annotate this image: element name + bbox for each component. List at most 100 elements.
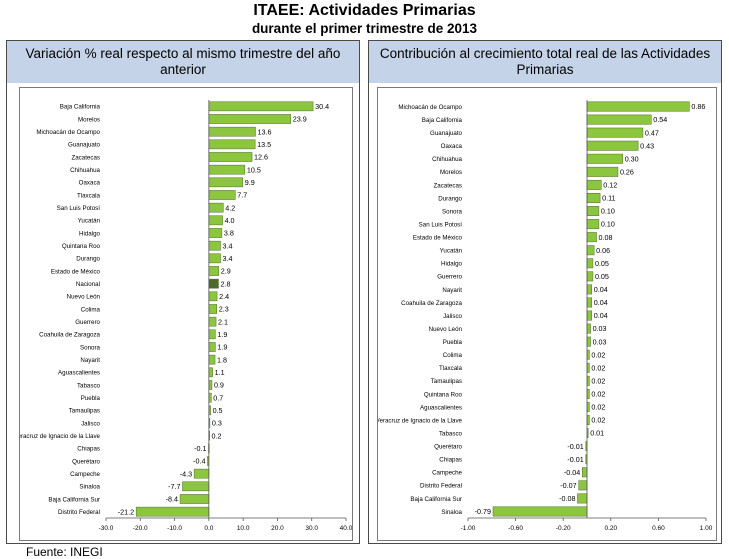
category-label: Estado de México (413, 235, 463, 242)
data-label: -4.3 (180, 469, 192, 478)
data-label: 0.04 (594, 285, 608, 294)
x-tick-label: -30.0 (99, 525, 114, 532)
category-label: Baja California Sur (48, 496, 100, 503)
data-label: 0.02 (591, 403, 605, 412)
category-label: Campeche (432, 470, 462, 477)
bar (208, 114, 292, 124)
panel-variacion: Variación % real respecto al mismo trime… (6, 40, 360, 544)
bar (577, 493, 588, 504)
category-label: Michoacán de Ocampo (36, 129, 100, 136)
category-label: Aguascalientes (420, 404, 462, 411)
data-label: 0.5 (213, 406, 223, 415)
data-label: 4.2 (225, 203, 235, 212)
bar (586, 179, 602, 190)
bar (586, 297, 593, 308)
bar-chart-contribucion: Michoacán de Ocampo 0.86 Baja California 0.… (376, 100, 713, 532)
data-label: 0.9 (214, 381, 224, 390)
category-label: Tamaulipas (69, 408, 100, 415)
source-note: Fuente: INEGI (26, 545, 103, 559)
category-label: Tamaulipas (431, 378, 462, 385)
data-label: 0.11 (602, 194, 615, 203)
category-label: Nayarit (80, 357, 100, 364)
category-label: Puebla (443, 339, 463, 346)
bar (586, 284, 593, 295)
bar (208, 354, 216, 365)
category-label: Distrito Federal (420, 483, 462, 490)
category-label: Morelos (440, 169, 462, 176)
data-label: 0.04 (594, 311, 608, 320)
data-label: 0.47 (645, 128, 659, 137)
bar (586, 258, 594, 269)
category-label: Sinaloa (441, 509, 462, 516)
category-label: Chihuahua (432, 156, 462, 163)
bar (208, 164, 246, 175)
data-label: 0.10 (601, 220, 615, 229)
category-label: Colima (81, 306, 101, 313)
category-label: Zacatecas (71, 154, 100, 161)
category-label: Zacatecas (433, 182, 462, 189)
chart-title-contribucion: Contribución al crecimiento total real d… (369, 41, 721, 83)
bar (208, 190, 236, 200)
data-label: -0.4 (193, 457, 205, 466)
category-label: Veracruz de Ignacio de la Llave (378, 417, 463, 424)
data-label: -0.01 (567, 455, 583, 464)
bar (208, 380, 213, 390)
data-label: 12.6 (254, 153, 268, 162)
category-label: Coahuila de Zaragoza (39, 332, 100, 339)
bar (208, 177, 244, 188)
data-label: -0.01 (567, 442, 583, 451)
x-tick-label: -0.20 (556, 525, 571, 532)
data-label: 30.4 (315, 102, 329, 111)
bar (208, 304, 217, 314)
x-tick-label: 1.00 (700, 525, 713, 532)
category-label: Puebla (81, 395, 101, 402)
category-label: Guanajuato (430, 130, 463, 137)
data-label: 0.05 (595, 259, 609, 268)
bar (208, 266, 220, 276)
category-label: Baja California (422, 117, 463, 124)
bar (586, 271, 594, 282)
bar (586, 153, 623, 164)
bar (581, 467, 588, 478)
category-label: Campeche (70, 471, 100, 478)
data-label: 0.02 (591, 390, 605, 399)
category-label: Distrito Federal (58, 509, 100, 516)
data-label: 0.43 (640, 141, 654, 150)
bar (208, 139, 256, 150)
category-label: Oaxaca (441, 143, 463, 150)
x-tick-label: 20.0 (271, 525, 284, 532)
data-label: 1.8 (217, 355, 227, 364)
category-label: Morelos (78, 116, 100, 123)
category-label: Querétaro (434, 444, 462, 451)
data-label: 0.01 (590, 429, 604, 438)
category-label: Tabasco (77, 382, 101, 389)
data-label: 13.5 (257, 140, 271, 149)
bar (586, 206, 600, 216)
bar (208, 152, 253, 162)
bar-chart-variacion: Baja California 30.4 Morelos 23.9 Michoacán … (14, 100, 353, 532)
data-label: 0.02 (591, 350, 605, 359)
x-tick-label: -0.60 (508, 525, 523, 532)
category-label: Nuevo León (429, 326, 463, 333)
data-label: 23.9 (293, 115, 307, 124)
category-label: Nayarit (442, 287, 462, 294)
plot-area-contribucion: Michoacán de Ocampo 0.86 Baja California 0.… (376, 87, 717, 541)
category-label: Querétaro (72, 458, 100, 465)
bar (208, 316, 217, 327)
data-label: 0.03 (593, 324, 607, 333)
category-label: Nuevo León (67, 294, 101, 301)
data-label: 0.08 (599, 233, 613, 242)
category-label: Hidalgo (441, 261, 463, 268)
category-label: Baja California (60, 104, 101, 111)
data-label: 13.6 (257, 127, 271, 136)
data-label: 2.1 (218, 317, 228, 326)
x-tick-label: 40.0 (340, 525, 352, 532)
x-tick-label: 0.60 (652, 525, 665, 532)
data-label: 0.26 (620, 167, 634, 176)
bar-highlight (208, 278, 219, 289)
data-label: 3.8 (224, 229, 234, 238)
bar (586, 232, 597, 243)
bar (586, 310, 593, 321)
data-label: 0.10 (601, 207, 615, 216)
category-label: Coahuila de Zaragoza (401, 300, 462, 307)
